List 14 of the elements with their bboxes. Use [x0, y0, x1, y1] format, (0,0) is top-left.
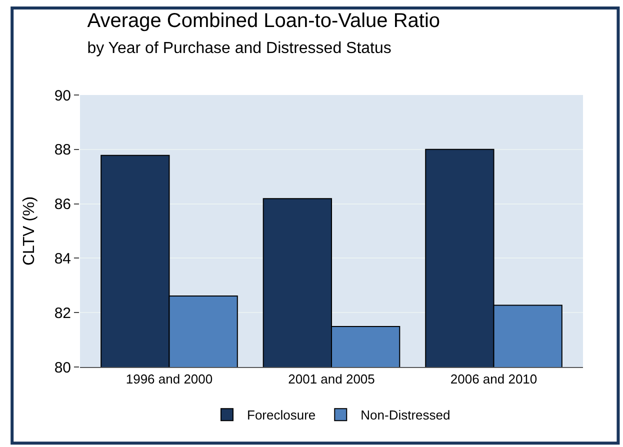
- y-tick-label: 82: [54, 304, 71, 322]
- x-tick-label: 1996 and 2000: [126, 372, 213, 387]
- y-tick-label: 88: [54, 142, 71, 159]
- y-axis-title: CLTV (%): [21, 196, 38, 266]
- y-tick-label: 84: [54, 250, 71, 268]
- x-tick-label: 2001 and 2005: [288, 372, 375, 387]
- x-tick-label: 2006 and 2010: [450, 372, 538, 387]
- legend-label: Non-Distressed: [360, 408, 450, 423]
- y-tick-label: 90: [54, 87, 71, 104]
- chart-subtitle: by Year of Purchase and Distressed Status: [87, 40, 392, 57]
- chart-title: Average Combined Loan-to-Value Ratio: [87, 10, 440, 32]
- y-tick-label: 80: [54, 359, 71, 376]
- y-tick-label: 86: [54, 196, 71, 214]
- legend-label: Foreclosure: [247, 408, 316, 423]
